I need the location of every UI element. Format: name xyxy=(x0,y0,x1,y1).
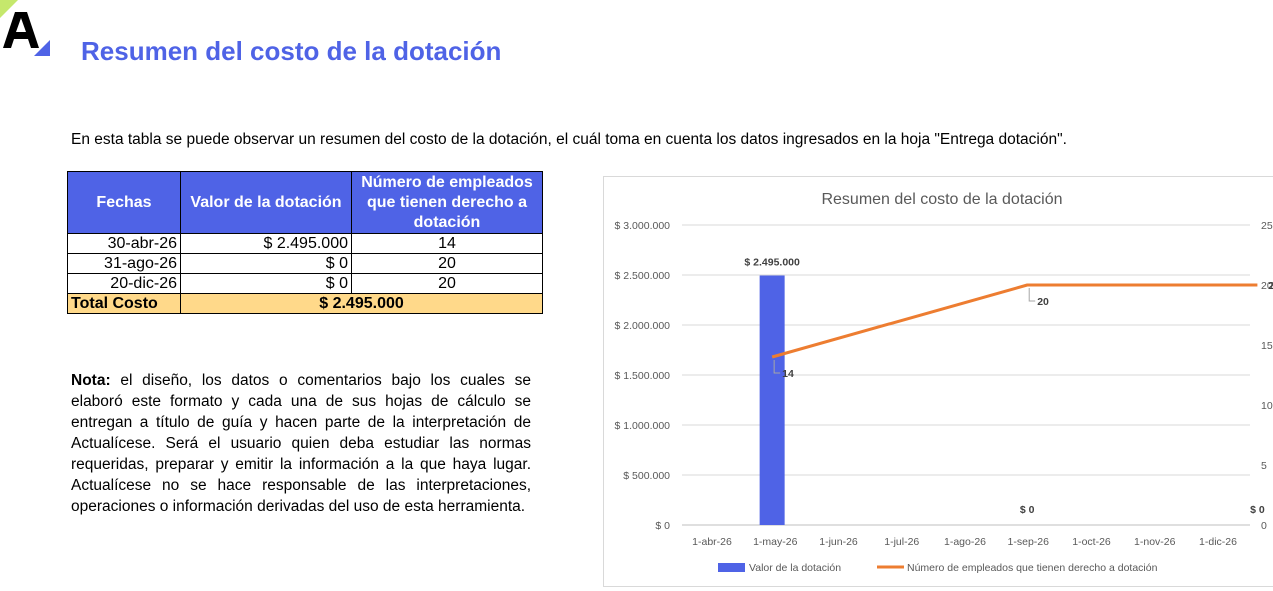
cell-date[interactable]: 20-dic-26 xyxy=(67,273,181,294)
header-valor: Valor de la dotación xyxy=(180,171,352,234)
x-tick-label: 1-dic-26 xyxy=(1199,536,1237,548)
cell-date[interactable]: 30-abr-26 xyxy=(67,233,181,254)
cell-employees[interactable]: 20 xyxy=(351,253,543,274)
x-tick-label: 1-ago-26 xyxy=(944,536,986,548)
total-label: Total Costo xyxy=(67,293,181,314)
x-tick-label: 1-nov-26 xyxy=(1134,536,1176,548)
cell-employees[interactable]: 14 xyxy=(351,233,543,254)
table-row: 31-ago-26 $ 0 20 xyxy=(67,253,543,274)
y2-tick-label: 25 xyxy=(1261,220,1273,232)
line-data-label: 14 xyxy=(782,368,794,380)
leader-line xyxy=(1028,288,1036,302)
legend-label-line: Número de empleados que tienen derecho a… xyxy=(907,562,1158,574)
note-label: Nota: xyxy=(71,372,111,389)
cell-value[interactable]: $ 0 xyxy=(180,273,352,294)
note-text: el diseño, los datos o comentarios bajo … xyxy=(71,372,532,515)
x-tick-label: 1-jun-26 xyxy=(819,536,858,548)
x-tick-label: 1-abr-26 xyxy=(692,536,732,548)
actualicese-logo xyxy=(0,0,50,56)
x-tick-label: 1-may-26 xyxy=(753,536,798,548)
bar xyxy=(759,275,785,525)
summary-table: Fechas Valor de la dotación Número de em… xyxy=(67,171,543,314)
x-tick-label: 1-sep-26 xyxy=(1008,536,1050,548)
header-fechas: Fechas xyxy=(67,171,181,234)
chart-container[interactable]: Resumen del costo de la dotación $ 0 $ 50… xyxy=(603,176,1273,587)
table-header-row: Fechas Valor de la dotación Número de em… xyxy=(67,171,543,234)
total-value: $ 2.495.000 xyxy=(180,293,543,314)
y2-tick-label: 10 xyxy=(1261,400,1273,412)
line-data-label: 20 xyxy=(1037,296,1049,308)
bar-data-label: $ 0 xyxy=(1250,504,1265,516)
series-line xyxy=(771,283,1258,359)
y-tick-label: $ 1.000.000 xyxy=(615,420,671,432)
x-tick-label: 1-oct-26 xyxy=(1072,536,1111,548)
y2-tick-label: 5 xyxy=(1261,460,1267,472)
page-title: Resumen del costo de la dotación xyxy=(81,36,502,66)
cell-date[interactable]: 31-ago-26 xyxy=(67,253,181,274)
chart-title: Resumen del costo de la dotación xyxy=(821,191,1062,208)
y-tick-label: $ 500.000 xyxy=(623,470,670,482)
cell-value[interactable]: $ 2.495.000 xyxy=(180,233,352,254)
header-empleados: Número de empleados que tienen derecho a… xyxy=(351,171,543,234)
y-tick-label: $ 1.500.000 xyxy=(615,370,671,382)
y-tick-label: $ 2.500.000 xyxy=(615,270,671,282)
y-tick-label: $ 2.000.000 xyxy=(615,320,671,332)
line-data-label: 20 xyxy=(1268,280,1273,292)
total-row: Total Costo $ 2.495.000 xyxy=(67,293,543,314)
bar-data-label: $ 0 xyxy=(1020,504,1035,516)
y2-tick-label: 0 xyxy=(1261,520,1267,532)
combo-chart: Resumen del costo de la dotación $ 0 $ 50… xyxy=(615,191,1273,574)
cell-employees[interactable]: 20 xyxy=(351,273,543,294)
table-row: 30-abr-26 $ 2.495.000 14 xyxy=(67,233,543,254)
legend-label-bar: Valor de la dotación xyxy=(749,562,841,574)
bar-data-label: $ 2.495.000 xyxy=(744,257,800,269)
y-tick-label: $ 3.000.000 xyxy=(615,220,671,232)
intro-text: En esta tabla se puede observar un resum… xyxy=(71,131,1067,148)
y2-tick-label: 20 xyxy=(1261,280,1273,292)
x-tick-label: 1-jul-26 xyxy=(884,536,919,548)
cell-value[interactable]: $ 0 xyxy=(180,253,352,274)
legend-swatch-bar xyxy=(718,563,745,572)
chart-legend: Valor de la dotación Número de empleados… xyxy=(718,562,1158,574)
disclaimer-note: Nota: el diseño, los datos o comentarios… xyxy=(71,370,531,517)
y-tick-label: $ 0 xyxy=(655,520,670,532)
table-row: 20-dic-26 $ 0 20 xyxy=(67,273,543,294)
leader-line xyxy=(773,360,781,374)
y2-tick-label: 15 xyxy=(1261,340,1273,352)
